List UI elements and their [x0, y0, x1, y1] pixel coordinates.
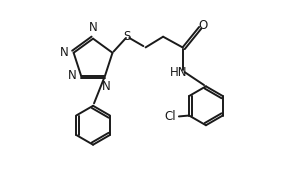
Text: N: N: [60, 46, 69, 59]
Text: Cl: Cl: [165, 110, 176, 123]
Text: S: S: [123, 30, 131, 43]
Text: O: O: [199, 19, 208, 33]
Text: N: N: [89, 21, 97, 34]
Text: N: N: [102, 80, 111, 93]
Text: N: N: [68, 69, 76, 82]
Text: HN: HN: [170, 66, 188, 79]
